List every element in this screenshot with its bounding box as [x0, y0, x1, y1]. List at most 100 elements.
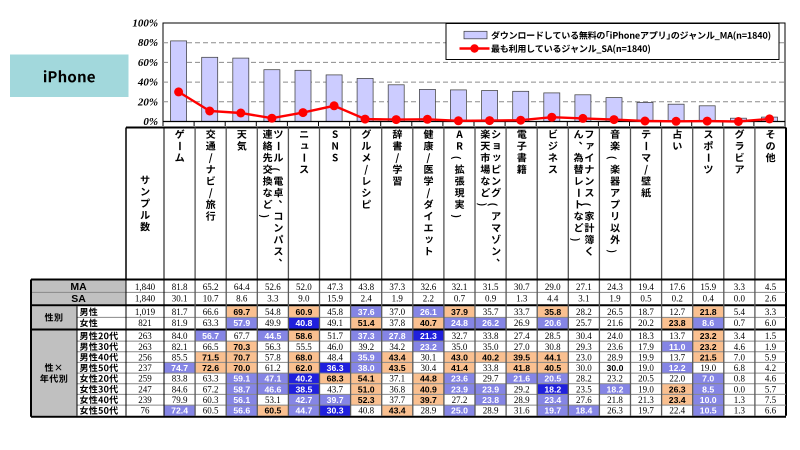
svg-text:65.2: 65.2	[203, 282, 219, 292]
svg-text:28.2: 28.2	[576, 307, 592, 317]
svg-text:35.8: 35.8	[544, 307, 561, 317]
svg-text:66.5: 66.5	[203, 342, 219, 352]
svg-text:84.6: 84.6	[172, 384, 188, 394]
svg-text:23.6: 23.6	[607, 342, 623, 352]
svg-text:30.3: 30.3	[327, 406, 344, 416]
svg-text:7.0: 7.0	[734, 352, 746, 362]
svg-text:30.4: 30.4	[421, 363, 437, 373]
svg-text:1,019: 1,019	[135, 307, 156, 317]
svg-text:7.0: 7.0	[702, 374, 714, 384]
svg-text:259: 259	[138, 374, 152, 384]
svg-text:0.2: 0.2	[672, 294, 683, 304]
svg-text:19.0: 19.0	[700, 363, 716, 373]
svg-text:54.1: 54.1	[358, 374, 375, 384]
svg-text:42.7: 42.7	[295, 395, 312, 405]
svg-text:5.9: 5.9	[765, 352, 777, 362]
svg-text:8.6: 8.6	[702, 318, 714, 328]
svg-text:239: 239	[138, 395, 152, 405]
svg-text:17.9: 17.9	[638, 342, 654, 352]
svg-text:21.8: 21.8	[607, 395, 623, 405]
svg-text:27.0: 27.0	[514, 342, 530, 352]
svg-text:57.9: 57.9	[233, 318, 250, 328]
svg-text:MA: MA	[70, 281, 87, 293]
svg-text:237: 237	[138, 363, 152, 373]
svg-text:55.5: 55.5	[296, 342, 312, 352]
svg-text:37.1: 37.1	[389, 374, 405, 384]
svg-text:81.8: 81.8	[172, 282, 188, 292]
svg-text:10.7: 10.7	[203, 294, 219, 304]
svg-text:63.3: 63.3	[203, 374, 219, 384]
svg-text:23.2: 23.2	[700, 342, 717, 352]
svg-text:4.6: 4.6	[765, 374, 777, 384]
svg-text:23.2: 23.2	[607, 374, 623, 384]
svg-text:21.3: 21.3	[420, 331, 437, 341]
svg-text:11.0: 11.0	[669, 342, 686, 352]
svg-text:100%: 100%	[132, 18, 158, 30]
svg-text:71.5: 71.5	[202, 352, 219, 362]
svg-text:17.6: 17.6	[669, 282, 685, 292]
svg-text:33.8: 33.8	[483, 331, 499, 341]
svg-text:40.5: 40.5	[544, 363, 561, 373]
svg-text:2.4: 2.4	[361, 294, 373, 304]
svg-text:35.0: 35.0	[452, 342, 468, 352]
svg-text:19.0: 19.0	[638, 384, 654, 394]
svg-text:23.8: 23.8	[669, 318, 686, 328]
svg-text:36.3: 36.3	[327, 363, 344, 373]
svg-text:36.8: 36.8	[389, 384, 405, 394]
svg-text:37.6: 37.6	[358, 307, 375, 317]
svg-text:27.6: 27.6	[576, 395, 592, 405]
svg-text:51.0: 51.0	[358, 384, 375, 394]
svg-text:32.6: 32.6	[421, 282, 437, 292]
svg-text:12.2: 12.2	[669, 363, 686, 373]
svg-text:29.0: 29.0	[545, 282, 561, 292]
svg-text:29.3: 29.3	[576, 342, 592, 352]
svg-text:43.5: 43.5	[389, 363, 406, 373]
svg-text:56.3: 56.3	[265, 342, 281, 352]
svg-text:67.7: 67.7	[234, 331, 250, 341]
svg-text:62.0: 62.0	[295, 363, 312, 373]
svg-text:22.4: 22.4	[669, 406, 685, 416]
svg-text:52.6: 52.6	[265, 282, 281, 292]
svg-text:23.5: 23.5	[576, 384, 592, 394]
svg-text:29.2: 29.2	[514, 384, 530, 394]
svg-text:49.9: 49.9	[265, 318, 281, 328]
svg-text:28.9: 28.9	[421, 406, 437, 416]
svg-text:0.4: 0.4	[703, 294, 715, 304]
svg-text:6.0: 6.0	[765, 318, 777, 328]
svg-text:58.6: 58.6	[295, 331, 312, 341]
svg-text:25.0: 25.0	[451, 406, 468, 416]
svg-text:4.5: 4.5	[765, 282, 777, 292]
svg-text:34.2: 34.2	[389, 342, 405, 352]
svg-text:32.7: 32.7	[452, 331, 468, 341]
svg-text:33.7: 33.7	[514, 307, 530, 317]
svg-text:23.6: 23.6	[451, 374, 468, 384]
svg-text:31.5: 31.5	[483, 282, 499, 292]
svg-text:21.3: 21.3	[638, 395, 654, 405]
svg-text:30.1: 30.1	[172, 294, 188, 304]
svg-text:67.2: 67.2	[203, 384, 219, 394]
svg-text:4.4: 4.4	[547, 294, 559, 304]
svg-text:3.3: 3.3	[734, 282, 746, 292]
svg-text:81.7: 81.7	[172, 307, 188, 317]
svg-text:23.0: 23.0	[576, 352, 592, 362]
svg-text:25.7: 25.7	[576, 318, 592, 328]
svg-text:21.8: 21.8	[700, 307, 717, 317]
svg-text:41.4: 41.4	[451, 363, 468, 373]
svg-text:70.3: 70.3	[233, 342, 250, 352]
svg-text:69.7: 69.7	[233, 307, 250, 317]
svg-text:19.0: 19.0	[638, 363, 654, 373]
svg-text:41.8: 41.8	[513, 363, 530, 373]
svg-text:48.4: 48.4	[327, 352, 343, 362]
svg-text:38.0: 38.0	[358, 363, 375, 373]
svg-text:44.1: 44.1	[544, 352, 561, 362]
svg-text:24.0: 24.0	[607, 331, 623, 341]
svg-text:2.6: 2.6	[765, 294, 777, 304]
svg-text:54.8: 54.8	[265, 307, 281, 317]
svg-text:6.6: 6.6	[765, 406, 777, 416]
svg-text:23.2: 23.2	[700, 331, 717, 341]
svg-text:28.9: 28.9	[514, 395, 530, 405]
svg-text:19.4: 19.4	[638, 282, 654, 292]
svg-text:5.4: 5.4	[734, 307, 746, 317]
svg-text:0.9: 0.9	[485, 294, 497, 304]
svg-text:0.8: 0.8	[734, 374, 746, 384]
